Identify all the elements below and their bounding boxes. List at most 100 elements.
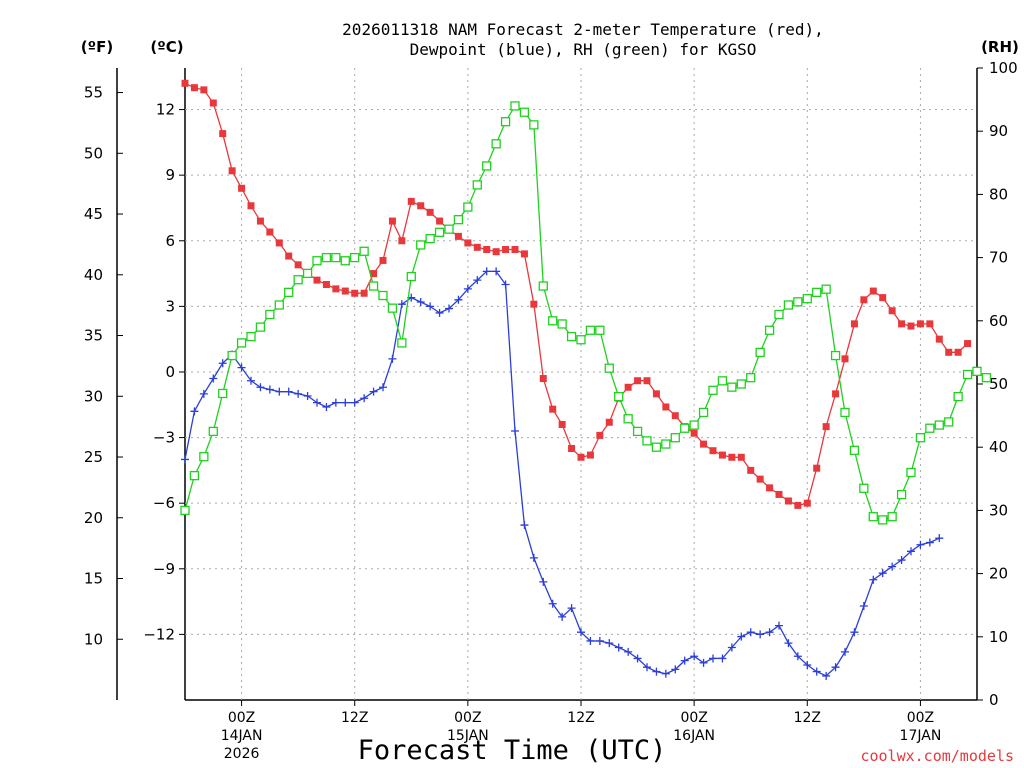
dewpoint-point	[605, 639, 614, 648]
rh-point	[642, 436, 652, 446]
rh-point	[406, 271, 416, 282]
temperature-point	[454, 232, 462, 240]
dewpoint-point	[614, 643, 623, 652]
x-tick-date: 15JAN	[447, 728, 489, 744]
celsius-tick-label: 3	[165, 297, 175, 315]
fahrenheit-tick-label: 50	[84, 144, 103, 162]
dewpoint-point	[859, 601, 868, 610]
temperature-point	[605, 418, 613, 426]
dewpoint-point	[511, 427, 519, 436]
rh-point	[783, 300, 794, 310]
rh-point	[896, 489, 907, 500]
dewpoint-point	[793, 652, 802, 661]
x-tick-time: 12Z	[341, 710, 368, 726]
rh-series	[180, 101, 992, 525]
rh-point	[368, 281, 379, 291]
dewpoint-point	[256, 383, 265, 392]
rh-point	[802, 294, 812, 304]
temperature-point	[568, 445, 576, 453]
temperature-point	[596, 431, 604, 439]
rh-point	[774, 309, 784, 320]
temperature-point	[238, 184, 246, 192]
dewpoint-point	[709, 654, 717, 663]
rh-point	[812, 287, 822, 298]
dewpoint-point	[775, 621, 783, 630]
celsius-tick-label: 12	[156, 101, 175, 119]
temperature-point	[916, 320, 924, 328]
temperature-point	[417, 202, 425, 210]
celsius-unit-label: (ºC)	[150, 38, 183, 56]
rh-tick-label: 60	[989, 312, 1008, 330]
rh-tick-label: 10	[989, 628, 1008, 646]
rh-point	[227, 350, 237, 361]
dewpoint-point	[624, 647, 633, 656]
dewpoint-point	[416, 297, 425, 306]
rh-point	[934, 420, 944, 430]
temperature-point	[945, 348, 953, 356]
rh-point	[962, 369, 973, 380]
rh-point	[529, 120, 539, 130]
dewpoint-point	[577, 628, 585, 637]
temperature-point	[492, 248, 500, 256]
temperature-point	[511, 246, 519, 254]
celsius-tick-label: −9	[153, 560, 175, 578]
celsius-ticks: 12 9 6 3 0 −3 −6 −9 −12	[143, 101, 185, 643]
temperature-point	[935, 335, 943, 343]
x-tick-date: 14JAN	[221, 728, 263, 744]
fahrenheit-unit-label: (ºF)	[81, 38, 113, 56]
temperature-point	[407, 197, 415, 205]
dewpoint-point	[379, 383, 387, 392]
x-axis-label: Forecast Time (UTC)	[358, 735, 667, 766]
temperature-point	[907, 322, 915, 330]
temperature-point	[700, 440, 708, 448]
temperature-point	[502, 246, 510, 254]
rh-tick-label: 0	[989, 691, 999, 709]
rh-point	[265, 309, 275, 320]
dewpoint-point	[869, 575, 878, 584]
dewpoint-point	[784, 639, 793, 648]
dewpoint-point	[350, 398, 359, 407]
temperature-point	[398, 237, 406, 245]
temperature-point	[464, 239, 472, 247]
rh-point	[302, 268, 313, 279]
dewpoint-point	[218, 359, 227, 368]
temperature-point	[841, 355, 849, 363]
rh-point	[717, 376, 728, 386]
temperature-point	[322, 280, 330, 288]
dewpoint-point	[831, 663, 840, 672]
temperature-point	[775, 490, 783, 498]
dewpoint-point	[548, 599, 557, 608]
rh-point	[604, 363, 614, 373]
temperature-point	[832, 390, 840, 398]
temperature-point	[926, 320, 934, 328]
rh-point	[755, 347, 765, 358]
rh-point	[387, 303, 398, 313]
temperature-point	[624, 383, 632, 391]
dewpoint-point	[360, 394, 369, 403]
temperature-point	[181, 79, 189, 87]
rh-point	[595, 325, 605, 335]
fahrenheit-ticks: 55 50 45 40 35 30 25 20 15 10	[84, 84, 123, 648]
temperature-point	[539, 375, 547, 383]
chart-title-line1: 2026011318 NAM Forecast 2-meter Temperat…	[342, 20, 824, 39]
rh-point	[321, 252, 332, 263]
fahrenheit-tick-label: 10	[84, 630, 103, 648]
temperature-point	[718, 451, 726, 459]
rh-point	[425, 233, 435, 244]
rh-point	[444, 224, 454, 234]
x-axis-ticks: 00Z 14JAN 2026 12Z 00Z 15JAN 12Z 00Z 16JAN 12Z 00Z…	[221, 700, 941, 762]
dewpoint-point	[322, 402, 331, 411]
rh-point	[906, 467, 916, 478]
dewpoint-point	[265, 385, 274, 394]
dewpoint-point	[463, 284, 472, 293]
rh-point	[416, 240, 426, 250]
temperature-point	[473, 243, 481, 251]
dewpoint-point	[275, 387, 284, 396]
dewpoint-point	[181, 455, 189, 464]
temperature-point	[586, 451, 594, 459]
temperature-point	[190, 84, 198, 92]
temperature-point	[275, 239, 283, 247]
dewpoint-point	[426, 302, 435, 311]
fahrenheit-tick-label: 30	[84, 387, 103, 405]
dewpoint-point	[907, 547, 915, 556]
